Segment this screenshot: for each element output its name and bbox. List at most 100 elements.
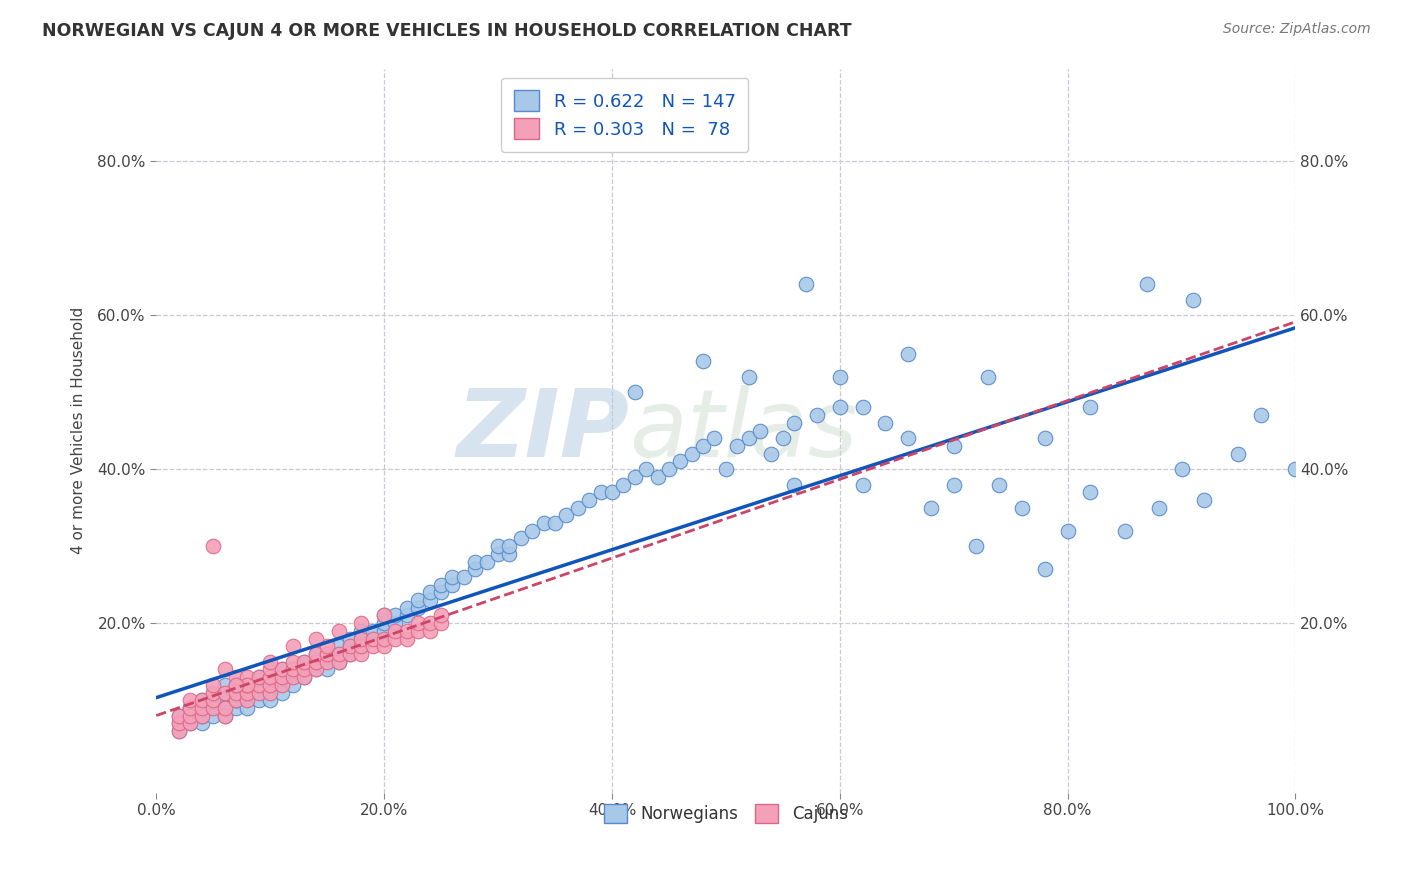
Point [339,632,361,646]
Point [395,608,418,623]
Point [225,693,247,707]
Point [202,701,225,715]
Point [966,539,988,553]
Point [430,577,453,591]
Point [259,693,281,707]
Point [486,539,509,553]
Point [384,632,406,646]
Y-axis label: 4 or more Vehicles in Household: 4 or more Vehicles in Household [72,307,86,554]
Point [498,539,520,553]
Point [316,647,339,661]
Point [179,716,201,731]
Point [202,685,225,699]
Point [259,655,281,669]
Point [350,640,373,654]
Point [236,693,259,707]
Point [225,685,247,699]
Point [623,385,645,400]
Point [851,401,873,415]
Point [236,693,259,707]
Point [361,632,384,646]
Point [305,647,328,661]
Point [828,369,851,384]
Point [270,670,292,684]
Point [339,647,361,661]
Point [783,477,806,491]
Point [281,640,304,654]
Point [167,716,190,731]
Point [202,685,225,699]
Point [350,624,373,638]
Point [270,662,292,676]
Point [236,670,259,684]
Point [384,624,406,638]
Point [703,431,725,445]
Point [406,616,429,631]
Point [1170,462,1192,476]
Point [361,632,384,646]
Point [658,462,681,476]
Point [339,640,361,654]
Point [1147,500,1170,515]
Point [247,670,270,684]
Point [636,462,658,476]
Point [191,693,214,707]
Point [692,439,714,453]
Point [1114,524,1136,538]
Point [247,678,270,692]
Point [373,608,395,623]
Point [225,678,247,692]
Point [350,647,373,661]
Point [316,655,339,669]
Point [419,585,441,599]
Point [167,724,190,739]
Point [202,693,225,707]
Point [202,539,225,553]
Point [225,678,247,692]
Point [305,647,328,661]
Point [1033,431,1056,445]
Point [270,685,292,699]
Point [305,662,328,676]
Point [1080,485,1102,500]
Point [292,655,315,669]
Point [281,670,304,684]
Point [522,524,544,538]
Point [202,678,225,692]
Point [259,662,281,676]
Point [214,701,236,715]
Point [681,447,703,461]
Point [749,424,772,438]
Point [270,662,292,676]
Point [350,640,373,654]
Point [214,708,236,723]
Point [578,492,600,507]
Point [828,401,851,415]
Point [214,693,236,707]
Point [316,640,339,654]
Point [350,632,373,646]
Point [292,670,315,684]
Point [179,693,201,707]
Point [179,701,201,715]
Point [305,632,328,646]
Point [406,600,429,615]
Point [281,655,304,669]
Point [179,708,201,723]
Point [292,662,315,676]
Point [555,508,578,523]
Point [225,701,247,715]
Point [247,678,270,692]
Point [692,354,714,368]
Point [647,470,669,484]
Point [202,693,225,707]
Point [247,685,270,699]
Point [600,485,623,500]
Point [430,608,453,623]
Point [225,693,247,707]
Point [897,431,920,445]
Point [214,685,236,699]
Point [236,678,259,692]
Point [395,632,418,646]
Point [191,701,214,715]
